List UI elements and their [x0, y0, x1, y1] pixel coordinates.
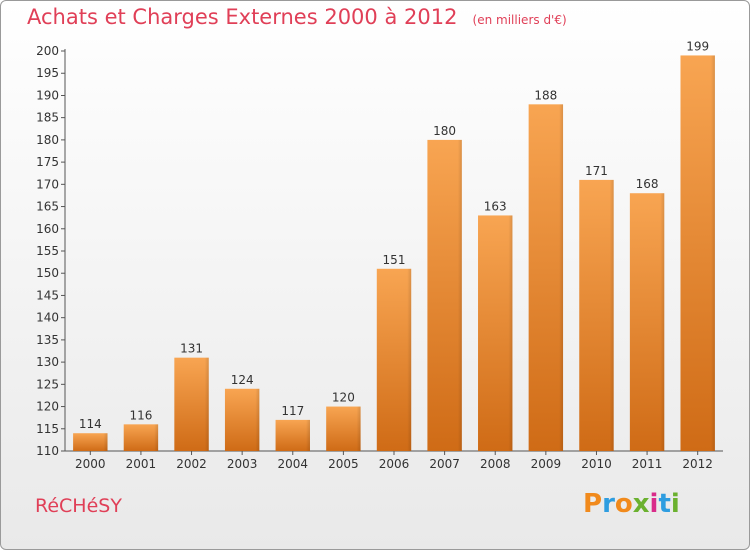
x-tick-label: 2007: [429, 457, 460, 471]
bar-shade: [356, 406, 361, 451]
data-label: 180: [433, 124, 456, 138]
data-label: 188: [534, 88, 557, 102]
x-tick-label: 2004: [277, 457, 308, 471]
y-tick-label: 180: [36, 133, 59, 147]
x-tick-label: 2012: [682, 457, 713, 471]
data-label: 120: [332, 391, 355, 405]
y-tick-label: 140: [36, 311, 59, 325]
bar-shade: [660, 193, 665, 451]
y-tick-label: 110: [36, 444, 59, 458]
data-label: 117: [281, 404, 304, 418]
x-tick-label: 2011: [632, 457, 663, 471]
bar: [174, 357, 209, 451]
y-tick-label: 170: [36, 177, 59, 191]
bar-shade: [407, 268, 412, 451]
bar: [326, 406, 361, 451]
logo-letter: x: [632, 489, 650, 519]
y-tick-label: 165: [36, 200, 59, 214]
data-label: 163: [484, 199, 507, 213]
y-tick-label: 190: [36, 88, 59, 102]
x-tick-label: 2001: [126, 457, 157, 471]
y-tick-label: 115: [36, 422, 59, 436]
commune-name: RéCHéSY: [35, 495, 122, 517]
y-tick-label: 195: [36, 66, 59, 80]
bar-shade: [305, 419, 310, 451]
x-tick-label: 2005: [328, 457, 359, 471]
y-tick-label: 145: [36, 288, 59, 302]
x-tick-label: 2000: [75, 457, 106, 471]
bar-shade: [204, 357, 209, 451]
data-label: 151: [383, 253, 406, 267]
logo-letter: P: [583, 489, 603, 519]
y-tick-label: 155: [36, 244, 59, 258]
bar-shade: [457, 139, 462, 451]
logo-letter: r: [602, 489, 615, 519]
bar: [73, 433, 108, 451]
y-tick-label: 135: [36, 333, 59, 347]
x-tick-label: 2009: [531, 457, 562, 471]
data-label: 124: [231, 373, 254, 387]
data-label: 131: [180, 342, 203, 356]
bar: [376, 268, 412, 451]
logo-letter: i: [670, 489, 680, 519]
y-tick-label: 185: [36, 111, 59, 125]
logo-letter: i: [649, 489, 659, 519]
bar-shade: [609, 179, 614, 451]
y-tick-label: 125: [36, 377, 59, 391]
proxiti-logo[interactable]: Proxiti: [583, 489, 680, 519]
data-label: 116: [129, 408, 152, 422]
data-label: 171: [585, 164, 608, 178]
bar: [427, 139, 462, 451]
data-label: 114: [79, 417, 102, 431]
bar: [478, 215, 513, 451]
chart-title: Achats et Charges Externes 2000 à 2012: [27, 5, 458, 29]
bar: [680, 55, 715, 451]
y-tick-label: 175: [36, 155, 59, 169]
data-label: 168: [636, 177, 659, 191]
y-tick-label: 120: [36, 400, 59, 414]
bar-shade: [103, 433, 108, 451]
bar: [629, 193, 665, 451]
bar: [123, 424, 159, 451]
logo-letter: o: [614, 489, 633, 519]
bar: [275, 419, 310, 451]
bar-shade: [710, 55, 715, 451]
title-row: Achats et Charges Externes 2000 à 2012 (…: [27, 5, 567, 29]
y-tick-label: 200: [36, 44, 59, 58]
y-tick-label: 130: [36, 355, 59, 369]
data-label: 199: [686, 39, 709, 53]
bar: [528, 104, 564, 451]
x-tick-label: 2002: [176, 457, 207, 471]
bar: [224, 388, 260, 451]
bar-shade: [559, 104, 564, 451]
x-tick-label: 2010: [581, 457, 612, 471]
y-tick-label: 150: [36, 266, 59, 280]
x-tick-label: 2006: [379, 457, 410, 471]
bar-shade: [154, 424, 159, 451]
x-tick-label: 2008: [480, 457, 511, 471]
bar-shade: [508, 215, 513, 451]
y-tick-label: 160: [36, 222, 59, 236]
logo-letter: t: [658, 489, 671, 519]
bar-shade: [255, 388, 260, 451]
x-tick-label: 2003: [227, 457, 258, 471]
bar: [579, 179, 614, 451]
chart-subtitle: (en milliers d'€): [472, 13, 567, 27]
